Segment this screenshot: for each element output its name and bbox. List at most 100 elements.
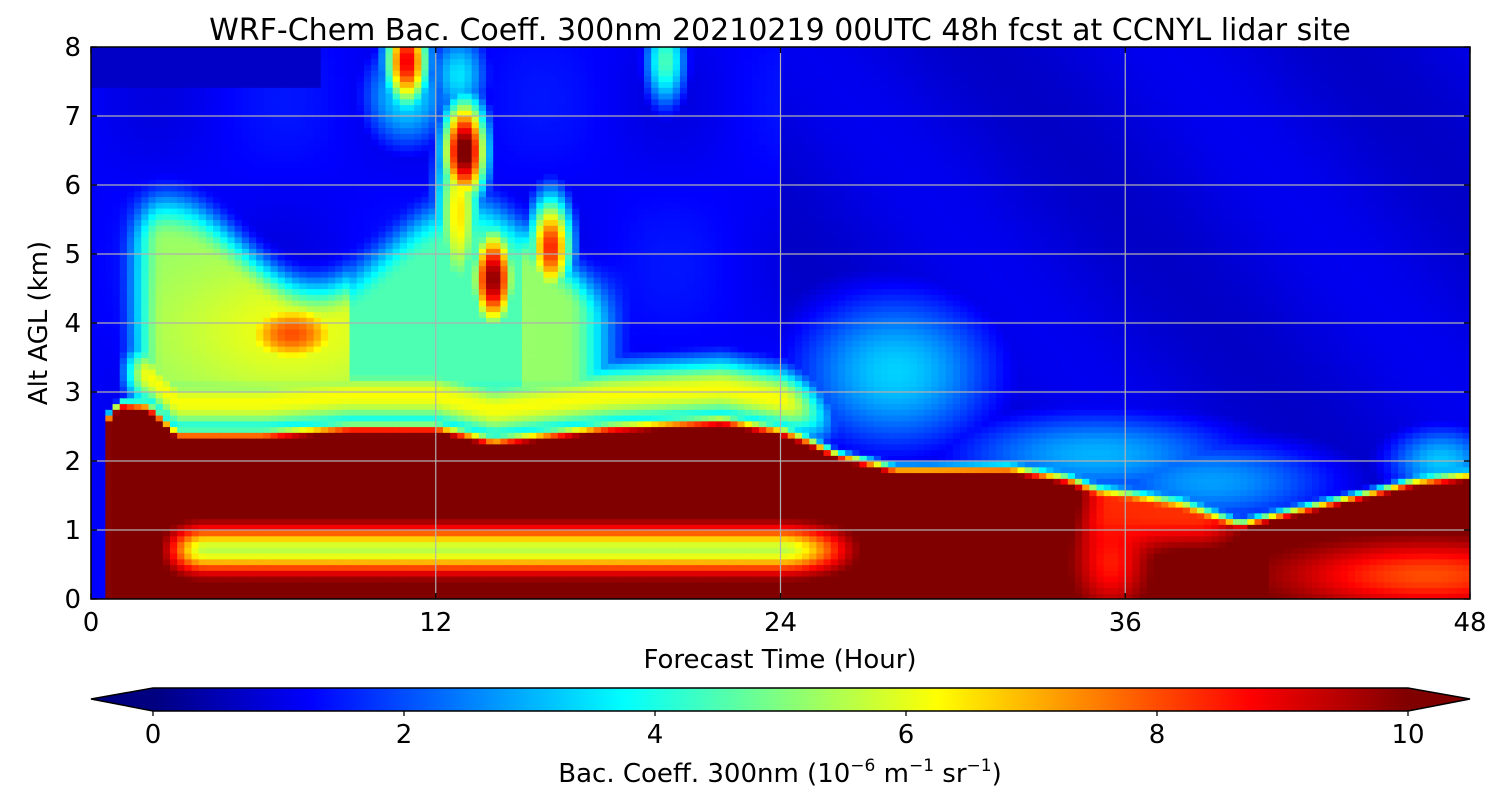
- heatmap-cell: [306, 282, 315, 290]
- heatmap-cell: [134, 93, 142, 100]
- heatmap-cell: [126, 351, 135, 359]
- heatmap-cell: [263, 507, 272, 514]
- heatmap-cell: [399, 225, 408, 232]
- heatmap-cell: [170, 179, 178, 186]
- heatmap-cell: [263, 127, 272, 134]
- heatmap-cell: [363, 202, 372, 209]
- heatmap-cell: [91, 75, 99, 83]
- heatmap-cell: [184, 461, 193, 468]
- heatmap-cell: [349, 162, 358, 169]
- heatmap-cell: [284, 116, 293, 123]
- heatmap-cell: [105, 541, 114, 548]
- heatmap-cell: [241, 409, 250, 416]
- heatmap-cell: [249, 294, 257, 301]
- heatmap-cell: [313, 535, 322, 543]
- heatmap-cell: [378, 64, 387, 71]
- heatmap-cell: [112, 133, 121, 140]
- heatmap-cell: [170, 426, 178, 433]
- heatmap-cell: [450, 415, 458, 422]
- heatmap-cell: [91, 231, 99, 238]
- heatmap-cell: [91, 254, 99, 261]
- heatmap-cell: [227, 438, 236, 445]
- heatmap-cell: [299, 363, 308, 370]
- heatmap-cell: [177, 581, 185, 589]
- heatmap-cell: [191, 219, 200, 226]
- heatmap-cell: [119, 294, 128, 301]
- heatmap-cell: [205, 461, 214, 468]
- heatmap-cell: [98, 501, 106, 508]
- heatmap-cell: [428, 225, 437, 232]
- heatmap-cell: [98, 403, 106, 410]
- heatmap-cell: [141, 167, 150, 175]
- heatmap-cell: [256, 581, 264, 589]
- heatmap-cell: [399, 98, 408, 106]
- heatmap-cell: [227, 472, 236, 479]
- heatmap-cell: [126, 489, 135, 497]
- heatmap-cell: [126, 47, 135, 54]
- heatmap-cell: [306, 334, 315, 341]
- heatmap-cell: [356, 449, 365, 456]
- heatmap-cell: [105, 288, 114, 295]
- heatmap-cell: [263, 392, 272, 399]
- heatmap-cell: [299, 432, 308, 439]
- heatmap-cell: [277, 81, 286, 88]
- heatmap-cell: [371, 530, 379, 537]
- heatmap-cell: [141, 524, 150, 531]
- heatmap-cell: [155, 294, 164, 301]
- heatmap-cell: [320, 213, 329, 221]
- heatmap-cell: [227, 397, 236, 405]
- heatmap-cell: [234, 208, 243, 215]
- heatmap-cell: [399, 93, 408, 100]
- heatmap-cell: [105, 507, 114, 514]
- heatmap-cell: [148, 397, 157, 405]
- heatmap-cell: [428, 530, 437, 537]
- heatmap-cell: [256, 351, 264, 359]
- heatmap-cell: [220, 432, 229, 439]
- heatmap-cell: [399, 507, 408, 514]
- heatmap-cell: [371, 225, 379, 232]
- heatmap-cell: [299, 52, 308, 60]
- heatmap-cell: [220, 213, 229, 221]
- heatmap-cell: [134, 466, 142, 474]
- heatmap-cell: [91, 478, 99, 485]
- heatmap-cell: [205, 351, 214, 359]
- heatmap-cell: [284, 254, 293, 261]
- heatmap-cell: [442, 179, 451, 186]
- heatmap-cell: [421, 185, 430, 192]
- heatmap-cell: [277, 242, 286, 249]
- heatmap-cell: [148, 334, 157, 341]
- heatmap-cell: [112, 116, 121, 123]
- heatmap-cell: [363, 98, 372, 106]
- heatmap-cell: [119, 47, 128, 54]
- heatmap-cell: [313, 236, 322, 244]
- heatmap-cell: [119, 277, 128, 284]
- heatmap-cell: [205, 259, 214, 267]
- heatmap-cell: [119, 179, 128, 186]
- heatmap-cell: [378, 420, 387, 428]
- heatmap-cell: [335, 277, 343, 284]
- heatmap-cell: [313, 110, 322, 117]
- heatmap-cell: [134, 311, 142, 318]
- heatmap-cell: [284, 524, 293, 531]
- heatmap-cell: [428, 305, 437, 313]
- heatmap-cell: [170, 52, 178, 60]
- heatmap-cell: [220, 202, 229, 209]
- heatmap-cell: [363, 593, 372, 599]
- heatmap-cell: [256, 386, 264, 393]
- heatmap-cell: [141, 449, 150, 456]
- heatmap-cell: [170, 449, 178, 456]
- heatmap-cell: [277, 173, 286, 180]
- heatmap-cell: [191, 432, 200, 439]
- heatmap-cell: [184, 64, 193, 71]
- heatmap-cell: [205, 397, 214, 405]
- heatmap-cell: [141, 116, 150, 123]
- heatmap-cell: [241, 282, 250, 290]
- heatmap-cell: [256, 173, 264, 180]
- heatmap-cell: [241, 139, 250, 146]
- heatmap-cell: [249, 334, 257, 341]
- heatmap-cell: [407, 219, 415, 226]
- heatmap-cell: [371, 392, 379, 399]
- heatmap-cell: [342, 478, 351, 485]
- heatmap-cell: [241, 47, 250, 54]
- heatmap-cell: [457, 374, 466, 382]
